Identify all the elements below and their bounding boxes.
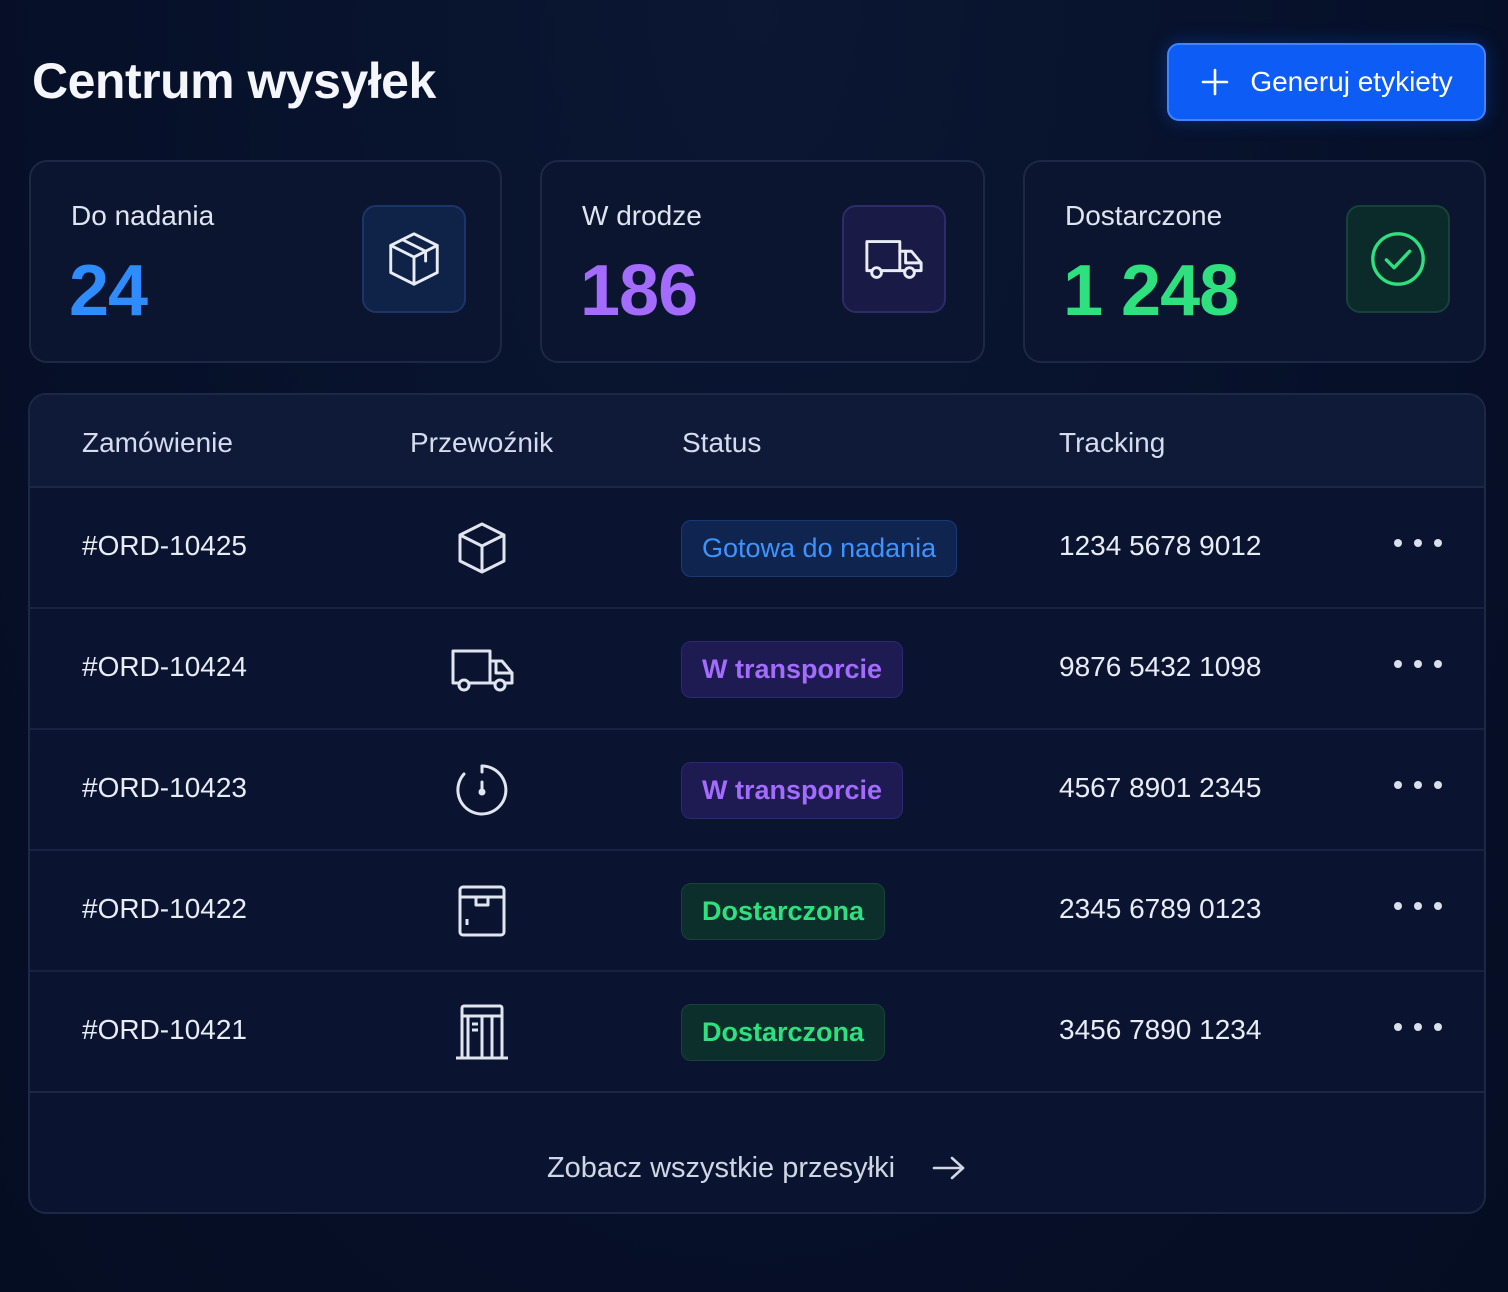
timer-icon (456, 764, 508, 816)
tracking-number: 9876 5432 1098 (1059, 651, 1262, 682)
stat-icon-box (842, 205, 946, 313)
order-id: #ORD-10425 (82, 530, 247, 561)
column-header-status[interactable]: Status (682, 427, 762, 458)
column-header-tracking[interactable]: Tracking (1059, 427, 1166, 458)
more-horizontal-icon[interactable] (1390, 528, 1446, 558)
stat-icon-box (362, 205, 466, 313)
stat-value: 186 (580, 251, 698, 331)
pickup-point-icon (456, 1004, 508, 1060)
status-badge: Dostarczona (681, 1004, 886, 1061)
status-badge: Dostarczona (681, 883, 886, 940)
table-row[interactable]: #ORD-10423 W transporcie 4567 8901 2345 (30, 730, 1484, 851)
table-header: Zamówienie Przewoźnik Status Tracking (30, 395, 1484, 488)
order-id: #ORD-10423 (82, 772, 247, 803)
order-id: #ORD-10421 (82, 1014, 247, 1045)
more-horizontal-icon[interactable] (1390, 770, 1446, 800)
view-all-shipments-link[interactable]: Zobacz wszystkie przesyłki (30, 1122, 1484, 1212)
stat-card-to-ship: Do nadania 24 (29, 160, 502, 363)
more-horizontal-icon[interactable] (1390, 1012, 1446, 1042)
more-horizontal-icon[interactable] (1390, 891, 1446, 921)
plus-icon (1202, 68, 1229, 96)
table-row[interactable]: #ORD-10425 Gotowa do nadania 1234 5678 9… (30, 488, 1484, 609)
column-header-order[interactable]: Zamówienie (82, 427, 233, 458)
tracking-number: 2345 6789 0123 (1059, 893, 1262, 924)
truck-icon (865, 240, 923, 279)
parcel-locker-icon (458, 885, 506, 937)
stat-value: 24 (69, 251, 148, 331)
status-badge: Gotowa do nadania (681, 520, 958, 577)
tracking-number: 4567 8901 2345 (1059, 772, 1262, 803)
tracking-number: 3456 7890 1234 (1059, 1014, 1262, 1045)
check-circle-icon (1371, 232, 1425, 286)
stat-label: Dostarczone (1065, 200, 1223, 231)
page-title: Centrum wysyłek (32, 53, 436, 109)
table-row[interactable]: #ORD-10422 Dostarczona 2345 6789 0123 (30, 851, 1484, 972)
carrier-cell (450, 879, 514, 943)
carrier-cell (450, 516, 514, 580)
table-row[interactable]: #ORD-10421 Dostarczona 3456 7890 1234 (30, 972, 1484, 1093)
stat-label: Do nadania (71, 200, 215, 231)
carrier-cell (450, 758, 514, 822)
order-id: #ORD-10424 (82, 651, 247, 682)
column-header-carrier[interactable]: Przewoźnik (410, 427, 554, 458)
box-icon (458, 522, 506, 574)
shipments-table: Zamówienie Przewoźnik Status Tracking #O… (28, 393, 1486, 1214)
status-badge: W transporcie (681, 762, 904, 819)
generate-labels-button[interactable]: Generuj etykiety (1167, 43, 1486, 121)
stat-icon-box (1346, 205, 1450, 313)
carrier-cell (450, 637, 514, 701)
arrow-right-icon (932, 1156, 965, 1180)
order-id: #ORD-10422 (82, 893, 247, 924)
stat-card-delivered: Dostarczone 1 248 (1023, 160, 1486, 363)
generate-labels-label: Generuj etykiety (1250, 66, 1453, 97)
truck-icon (451, 649, 514, 692)
status-badge: W transporcie (681, 641, 904, 698)
more-horizontal-icon[interactable] (1390, 649, 1446, 679)
stat-label: W drodze (582, 200, 702, 231)
box-icon (389, 232, 439, 286)
tracking-number: 1234 5678 9012 (1059, 530, 1262, 561)
stat-card-in-transit: W drodze 186 (540, 160, 985, 363)
carrier-cell (450, 1000, 514, 1064)
table-row[interactable]: #ORD-10424 W transporcie 9876 5432 1098 (30, 609, 1484, 730)
stat-value: 1 248 (1063, 251, 1239, 331)
view-all-label: Zobacz wszystkie przesyłki (546, 1151, 896, 1184)
